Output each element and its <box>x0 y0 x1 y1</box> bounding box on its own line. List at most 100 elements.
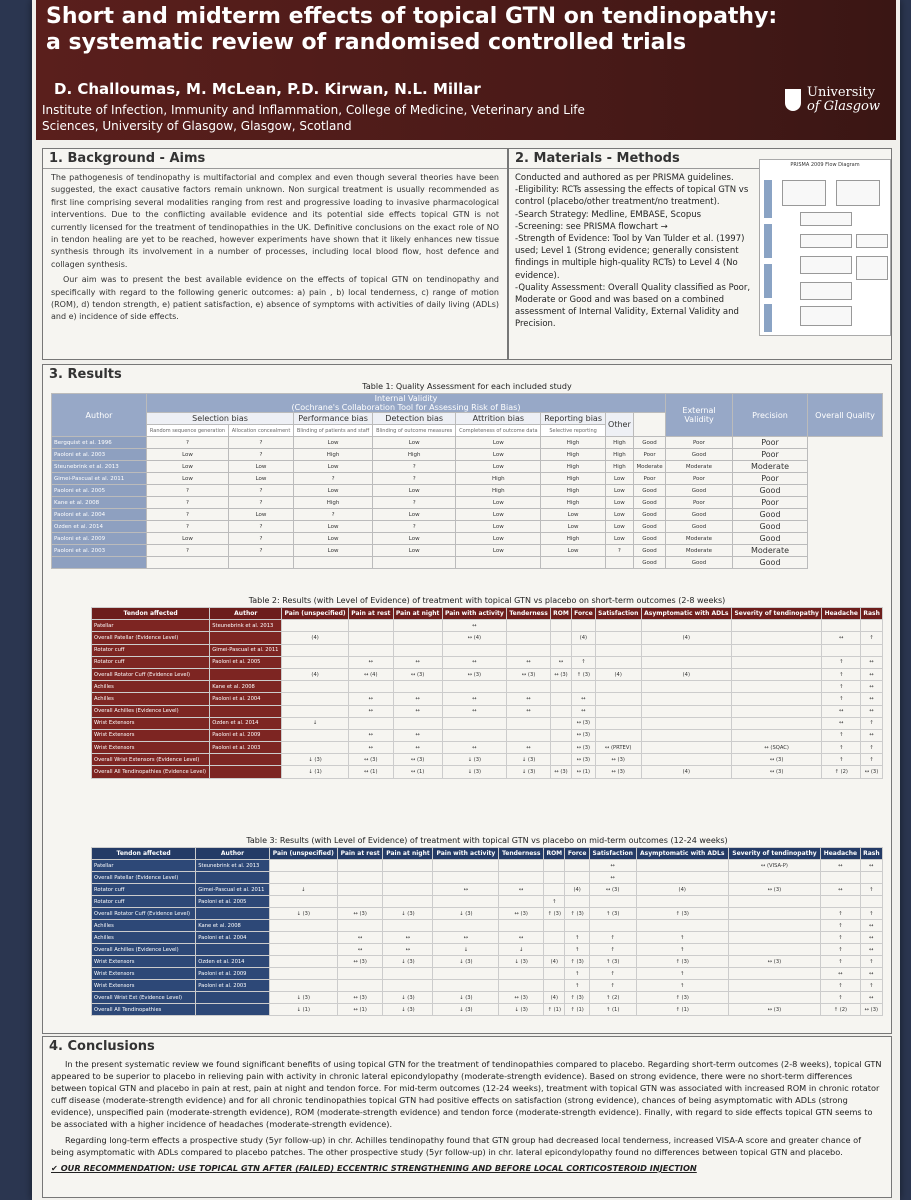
table3: Tendon affected Author Pain (unspecified) P… <box>90 847 884 1016</box>
t2-tendon: Overall Patellar (Evidence Level) <box>90 631 211 645</box>
poster-header: Short and midterm effects of topical GTN… <box>36 0 896 140</box>
t3-cell: ↓ (3) <box>498 1003 545 1016</box>
t2-cell <box>506 680 552 694</box>
t3-cell <box>336 967 384 980</box>
t2-cell: ↔ <box>441 704 508 718</box>
t2-cell: ↔ (3) <box>392 667 443 682</box>
t2-header: Headache <box>821 606 862 621</box>
table-row: Overall Rotator Cuff (Evidence Level) ↓ (… <box>90 907 884 920</box>
t3-cell <box>432 967 500 980</box>
t3-cell <box>268 919 338 932</box>
t1-cell <box>540 556 606 569</box>
t2-cell: ↑ <box>821 741 862 755</box>
t3-cell: ↑ (3) <box>543 907 566 920</box>
t2-cell: ↔ <box>348 655 394 669</box>
t3-cell: ↑ <box>820 991 861 1004</box>
t2-cell <box>281 741 349 755</box>
t2-cell <box>860 619 883 633</box>
t2-cell: ↔ <box>860 667 883 682</box>
table-row: Wrist Extensors Paoloni et al. 2003 ↔ ↔ ↔ ↔ ↔ … <box>90 741 883 755</box>
t3-cell <box>336 979 384 992</box>
t3-author: Ozden et al. 2014 <box>195 955 270 968</box>
t2-cell <box>550 643 572 657</box>
t2-cell: ↑ <box>821 680 862 694</box>
t3-header: Pain at rest <box>336 847 384 860</box>
t1-author: Steunebrink et al. 2013 <box>51 460 147 473</box>
t3-author <box>195 991 270 1004</box>
t2-author: Ozden et al. 2014 <box>209 716 283 730</box>
t3-cell: ↑ (3) <box>588 907 637 920</box>
t1-prec: Moderate <box>665 544 733 557</box>
t2-cell <box>550 716 572 730</box>
methods-title: 2. Materials - Methods <box>509 149 891 169</box>
table-row: Achilles Kane et al. 2008 ↑ ↔ <box>90 919 884 932</box>
t1-cell: Low <box>372 436 457 449</box>
t3-cell: ↔ <box>859 931 884 944</box>
t2-cell <box>441 680 508 694</box>
t3-header: Tendon affected <box>90 847 197 860</box>
t1-prec: Good <box>665 448 733 461</box>
t3-cell: ↔ <box>336 943 384 956</box>
t1-cell: Low <box>293 532 374 545</box>
t1-prec: Moderate <box>665 460 733 473</box>
t3-header: Headache <box>820 847 861 860</box>
t2-tendon: Overall All Tendinopathies (Evidence Lev… <box>90 765 211 779</box>
t2-cell <box>594 631 642 645</box>
t3-tendon: Wrist Extensors <box>90 967 197 980</box>
t3-cell <box>727 943 822 956</box>
table1: Author Internal Validity (Cochrane's Col… <box>51 393 883 569</box>
t1-cell: Low <box>227 508 295 521</box>
t3-cell: ↔ (3) <box>336 907 384 920</box>
t1-bias-header: Other <box>604 412 635 437</box>
t3-cell <box>382 871 434 884</box>
t1-cell: High <box>540 496 606 509</box>
t3-cell: ↑ (1) <box>543 1003 566 1016</box>
t3-cell <box>543 871 566 884</box>
t3-header: Pain at night <box>382 847 434 860</box>
t3-cell <box>635 895 729 908</box>
table-row: Ozden et al. 2014?? Low? Low Low Low Good Good… <box>51 520 883 533</box>
t2-cell: (4) <box>281 631 349 645</box>
background-para-1: The pathogenesis of tendinopathy is mult… <box>51 173 499 269</box>
t1-cell: Low <box>293 436 374 449</box>
t2-cell: ↑ <box>860 716 883 730</box>
t3-cell <box>727 907 822 920</box>
t3-cell: ↔ (3) <box>859 1003 884 1016</box>
t1-cell: High <box>540 472 606 485</box>
table-row: Paoloni et al. 2003 Low? High High Low High Hi… <box>51 448 883 461</box>
t1-author-header: Author <box>51 393 147 437</box>
t3-cell <box>635 919 729 932</box>
t3-cell: ↓ <box>498 943 545 956</box>
t1-author: Paoloni et al. 2009 <box>51 532 147 545</box>
t1-cell: Low <box>146 448 229 461</box>
t2-cell: ↓ (1) <box>281 765 349 779</box>
t1-cell: Low <box>540 544 606 557</box>
poster-title: Short and midterm effects of topical GTN… <box>46 4 836 56</box>
t1-cell: ? <box>227 448 295 461</box>
t2-cell <box>550 631 572 645</box>
t1-cell <box>227 556 295 569</box>
t2-cell: ↔ (1) <box>392 765 443 779</box>
affiliation-line-2: Sciences, University of Glasgow, Glasgow… <box>42 119 352 133</box>
methods-lines: Conducted and authored as per PRISMA gui… <box>509 169 759 331</box>
t3-cell <box>635 859 729 872</box>
t1-prec: Poor <box>665 472 733 485</box>
t3-cell <box>498 967 545 980</box>
authors: D. Challoumas, M. McLean, P.D. Kirwan, N… <box>54 80 481 98</box>
t2-cell: ↔ <box>506 655 552 669</box>
methods-section: 2. Materials - Methods Conducted and aut… <box>508 148 892 360</box>
methods-line: Precision. <box>515 319 556 330</box>
t1-cell: ? <box>227 436 295 449</box>
t1-cell: High <box>540 436 606 449</box>
t2-cell: ↔ (3) <box>570 728 596 743</box>
t1-author: Bergquist et al. 1996 <box>51 436 147 449</box>
t3-cell <box>432 871 500 884</box>
t3-cell <box>336 919 384 932</box>
t1-cell: High <box>604 460 635 473</box>
t3-cell: ↔ (3) <box>727 955 822 968</box>
t3-cell: ↔ <box>859 859 884 872</box>
t2-cell: ↑ (3) <box>570 667 596 682</box>
table2-title: Table 2: Results (with Level of Evidence… <box>248 596 726 605</box>
t2-cell <box>441 728 508 743</box>
t1-prec: Poor <box>665 496 733 509</box>
